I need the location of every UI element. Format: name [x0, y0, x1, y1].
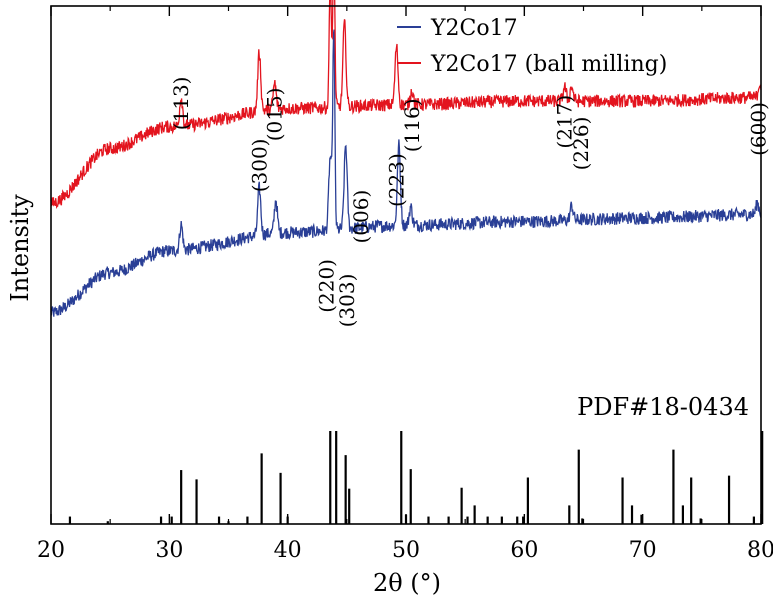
x-axis-ticks: [51, 6, 761, 524]
peak-label: (226): [569, 117, 593, 171]
x-tick-label: 40: [274, 538, 302, 563]
peak-labels: (113)(300)(015)(220)(303)(006)(223)(116)…: [169, 77, 770, 328]
x-tick-label: 50: [392, 538, 420, 563]
peak-label: (015): [263, 88, 287, 142]
x-axis-tick-labels: 20 30 40 50 60 70 80: [37, 538, 773, 563]
peak-label: (006): [349, 190, 373, 244]
x-axis-label: 2θ (°): [373, 569, 441, 597]
peak-label: (600): [747, 102, 771, 156]
xrd-chart: 20 30 40 50 60 70 80 2θ (°) Intensity (113) (30…: [0, 0, 773, 609]
peak-label: (113): [169, 77, 193, 131]
x-tick-label: 30: [155, 538, 183, 563]
peak-label: (303): [335, 274, 359, 328]
peak-label: (116): [400, 98, 424, 152]
legend: Y2Co17 Y2Co17 (ball milling): [397, 16, 667, 77]
reference-pattern-lines: [70, 431, 762, 524]
x-tick-label: 80: [747, 538, 773, 563]
plot-frame: [51, 6, 761, 524]
legend-label-y2co17-ball-milling: Y2Co17 (ball milling): [430, 52, 667, 77]
peak-label: (300): [247, 139, 271, 193]
y-axis-label: Intensity: [6, 194, 34, 302]
reference-pdf-label: PDF#18-0434: [577, 393, 749, 421]
x-tick-label: 70: [629, 538, 657, 563]
x-tick-label: 60: [510, 538, 538, 563]
peak-label: (223): [385, 153, 409, 207]
x-tick-label: 20: [37, 538, 65, 563]
legend-label-y2co17: Y2Co17: [430, 16, 518, 41]
